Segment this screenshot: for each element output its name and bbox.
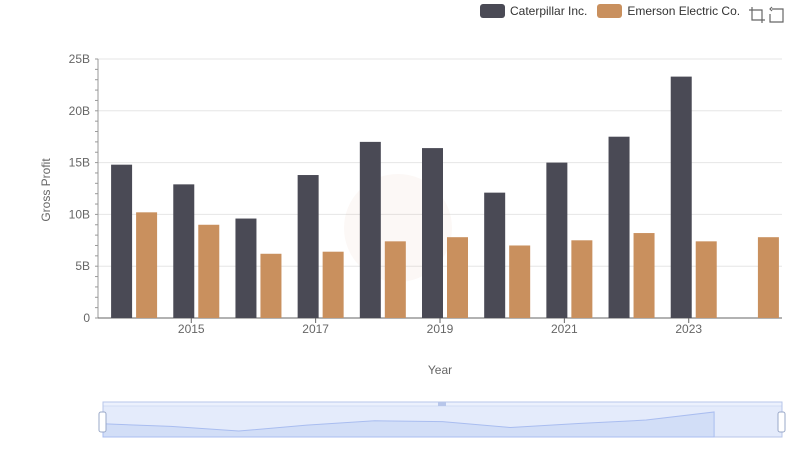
toolbox <box>746 6 786 24</box>
y-tick-label: 20B <box>69 104 90 118</box>
bar-emerson[interactable] <box>384 241 406 318</box>
slider-move-handle[interactable] <box>438 402 446 406</box>
bar-series <box>111 76 779 318</box>
y-tick-label: 0 <box>83 311 90 325</box>
bar-caterpillar[interactable] <box>111 164 133 318</box>
slider-handle-right[interactable] <box>777 411 786 433</box>
x-tick-label: 2021 <box>551 322 578 336</box>
bar-emerson[interactable] <box>509 245 531 318</box>
bar-emerson[interactable] <box>633 233 655 318</box>
zoom-reset-icon[interactable] <box>768 6 786 24</box>
slider-data-shadow <box>102 411 715 438</box>
bar-caterpillar[interactable] <box>173 184 195 318</box>
bar-emerson[interactable] <box>260 253 282 318</box>
x-axis-title: Year <box>428 363 452 377</box>
x-tick-label: 2019 <box>427 322 454 336</box>
y-axis: 0 5B 10B 15B 20B 25B <box>69 52 99 325</box>
bar-emerson[interactable] <box>198 224 220 318</box>
legend-swatch <box>480 4 505 18</box>
bar-emerson[interactable] <box>757 237 779 318</box>
y-tick-label: 10B <box>69 207 90 221</box>
y-tick-label: 5B <box>75 259 90 273</box>
x-axis: 2015 2017 2019 2021 2023 <box>98 317 782 336</box>
legend-item-emerson[interactable]: Emerson Electric Co. <box>597 4 740 18</box>
bar-caterpillar[interactable] <box>422 148 443 318</box>
bar-caterpillar[interactable] <box>359 141 381 318</box>
legend-label: Caterpillar Inc. <box>510 4 588 18</box>
bar-caterpillar[interactable] <box>546 162 568 318</box>
bar-caterpillar[interactable] <box>484 192 506 318</box>
x-tick-label: 2017 <box>302 322 329 336</box>
y-axis-title: Gross Profit <box>39 158 53 222</box>
legend: Caterpillar Inc. Emerson Electric Co. <box>480 4 750 18</box>
y-tick-label: 25B <box>69 52 90 66</box>
bar-emerson[interactable] <box>571 240 593 318</box>
legend-swatch <box>597 4 623 18</box>
bar-emerson[interactable] <box>695 241 717 318</box>
legend-item-caterpillar[interactable]: Caterpillar Inc. <box>480 4 587 18</box>
x-tick-label: 2015 <box>178 322 205 336</box>
bar-emerson[interactable] <box>322 251 344 318</box>
bar-caterpillar[interactable] <box>608 136 630 318</box>
data-zoom-slider[interactable] <box>98 401 786 438</box>
bar-caterpillar[interactable] <box>235 218 257 318</box>
bar-emerson[interactable] <box>447 237 468 318</box>
bar-caterpillar[interactable] <box>670 76 692 318</box>
y-tick-label: 15B <box>69 156 90 170</box>
slider-handle-left[interactable] <box>98 411 107 433</box>
legend-label: Emerson Electric Co. <box>627 4 741 18</box>
bar-emerson[interactable] <box>136 212 158 318</box>
zoom-icon[interactable] <box>748 6 766 24</box>
x-tick-label: 2023 <box>675 322 702 336</box>
bar-caterpillar[interactable] <box>297 175 319 318</box>
